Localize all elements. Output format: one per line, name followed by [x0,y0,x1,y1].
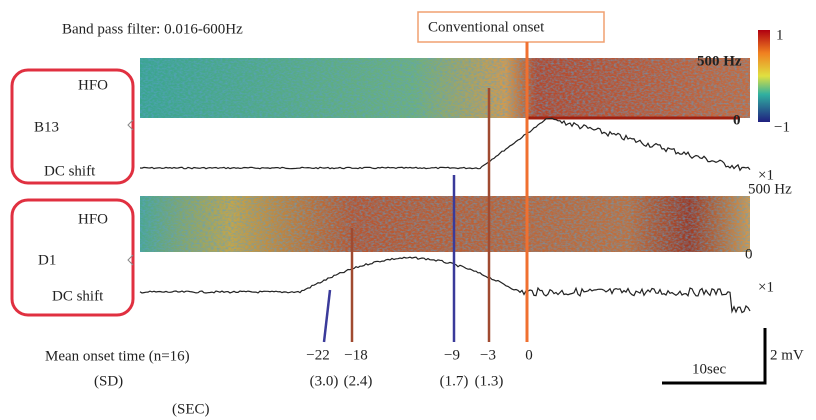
onset-box [417,11,605,43]
freq-label: 500 Hz [748,181,792,197]
onset-sd: (1.7) [440,373,469,389]
amp-scale: 2 mV [770,347,804,363]
gain: ×1 [758,167,774,183]
zero-label: 0 [733,112,741,128]
panel-box [10,68,135,185]
channel-label: D1 [38,252,56,268]
time-scale: 10sec [692,361,726,377]
dc-label: DC shift [52,288,104,304]
dc-trace [139,256,751,314]
gain: ×1 [758,279,774,295]
spectrogram-noise [140,58,750,118]
connector [127,119,134,266]
onset-sd: (3.0) [310,373,339,389]
hfo-label: HFO [78,211,108,227]
spectrogram-noise [140,196,750,252]
onset-time: 0 [525,347,533,363]
zero-label: 0 [745,246,753,262]
onset-time: −22 [306,347,329,363]
onset-label: Conventional onset [428,19,545,35]
dc-label: DC shift [44,163,96,179]
freq-label: 500 Hz [697,53,742,69]
title: Band pass filter: 0.016-600Hz [62,21,243,37]
onset-line [322,289,332,343]
scale-bar [662,328,767,385]
hfo-label: HFO [78,77,108,93]
onset-time: −9 [444,347,460,363]
panel-box [10,198,135,317]
colorbar-max: 1 [776,27,784,43]
onset-time: −18 [344,347,367,363]
colorbar-min: −1 [774,119,790,135]
onset-time: −3 [480,347,496,363]
onset-title: Mean onset time (n=16) [45,348,190,364]
sd-title: (SD) [94,373,123,389]
dc-trace [139,117,751,172]
colorbar [758,30,770,122]
channel-label: B13 [34,119,59,135]
unit: (SEC) [172,401,210,417]
onset-sd: (2.4) [344,373,373,389]
onset-sd: (1.3) [475,373,504,389]
